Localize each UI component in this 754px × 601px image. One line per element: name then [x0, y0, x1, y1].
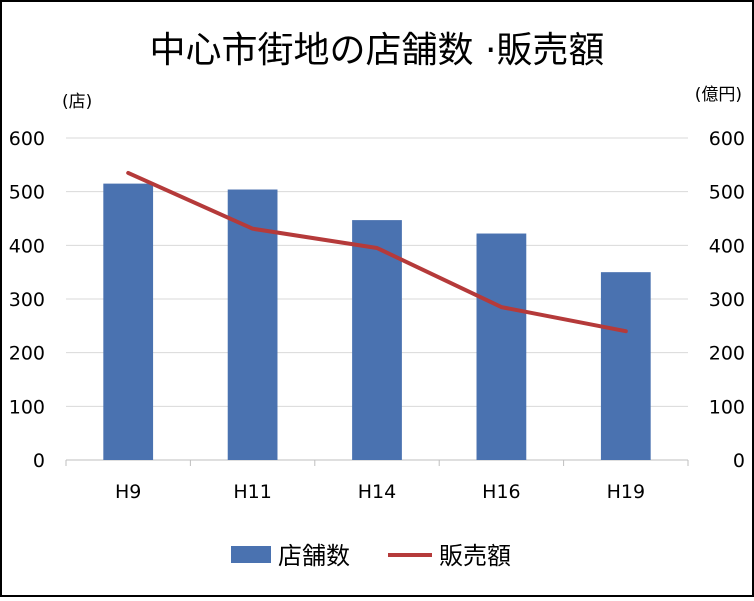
legend-swatch-store-count	[231, 546, 271, 563]
right-axis-tick-label: 200	[709, 343, 745, 365]
right-axis-tick-label: 100	[709, 396, 745, 418]
x-axis-category-label: H9	[115, 481, 141, 503]
left-axis-tick-label: 0	[33, 450, 45, 472]
right-axis-tick-label: 300	[709, 289, 745, 311]
right-axis-tick-label: 600	[709, 128, 745, 150]
bar-h16	[477, 234, 527, 460]
right-axis-tick-label: 0	[733, 450, 745, 472]
legend-label-sales: 販売額	[439, 542, 511, 570]
left-axis-tick-label: 200	[9, 343, 45, 365]
left-axis-tick-label: 600	[9, 128, 45, 150]
x-axis-category-label: H19	[607, 481, 645, 503]
left-axis-unit-label: (店)	[62, 92, 92, 112]
left-axis-tick-label: 400	[9, 235, 45, 257]
left-axis-tick-label: 500	[9, 182, 45, 204]
x-axis-category-label: H11	[233, 481, 271, 503]
legend-label-store-count: 店舗数	[278, 542, 350, 570]
right-axis-tick-label: 400	[709, 235, 745, 257]
x-axis-category-label: H16	[482, 481, 520, 503]
bar-h19	[601, 272, 651, 460]
right-axis-tick-label: 500	[709, 182, 745, 204]
chart-title: 中心市街地の店舗数 ·販売額	[150, 30, 605, 71]
left-axis-tick-label: 100	[9, 396, 45, 418]
bar-h9	[103, 184, 153, 460]
right-axis-unit-label: (億円)	[695, 85, 742, 105]
x-axis-category-label: H14	[358, 481, 396, 503]
left-axis-tick-label: 300	[9, 289, 45, 311]
